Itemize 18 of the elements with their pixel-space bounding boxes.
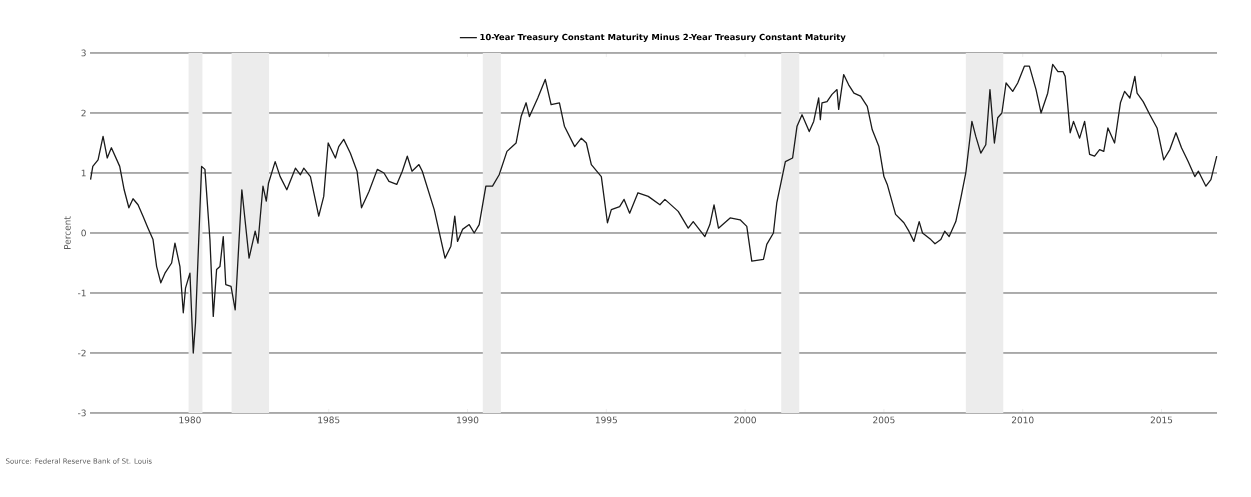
x-tick-label: 2010 bbox=[1011, 416, 1034, 424]
y-tick-label: 3 bbox=[81, 49, 86, 57]
y-tick-label: 2 bbox=[81, 109, 86, 117]
x-tick-label: 1990 bbox=[457, 416, 479, 424]
x-tick-label: 2005 bbox=[873, 416, 895, 424]
x-tick-label: 2015 bbox=[1150, 416, 1173, 424]
y-tick-label: -3 bbox=[77, 409, 86, 417]
y-tick-label: -1 bbox=[77, 289, 86, 297]
y-tick-label: -2 bbox=[77, 349, 86, 357]
y-tick-label: 1 bbox=[81, 169, 86, 177]
y-tick-label: 0 bbox=[81, 229, 86, 237]
x-tick-label: 1995 bbox=[595, 416, 617, 424]
x-tick-label: 2000 bbox=[734, 416, 756, 424]
x-tick-label: 1985 bbox=[318, 416, 340, 424]
legend-label: 10-Year Treasury Constant Maturity Minus 2-Year Treasury Constant Maturity bbox=[480, 33, 846, 42]
x-tick-label: 1980 bbox=[179, 416, 201, 424]
line-series bbox=[89, 63, 1218, 354]
y-axis-title: Percent bbox=[64, 216, 71, 249]
